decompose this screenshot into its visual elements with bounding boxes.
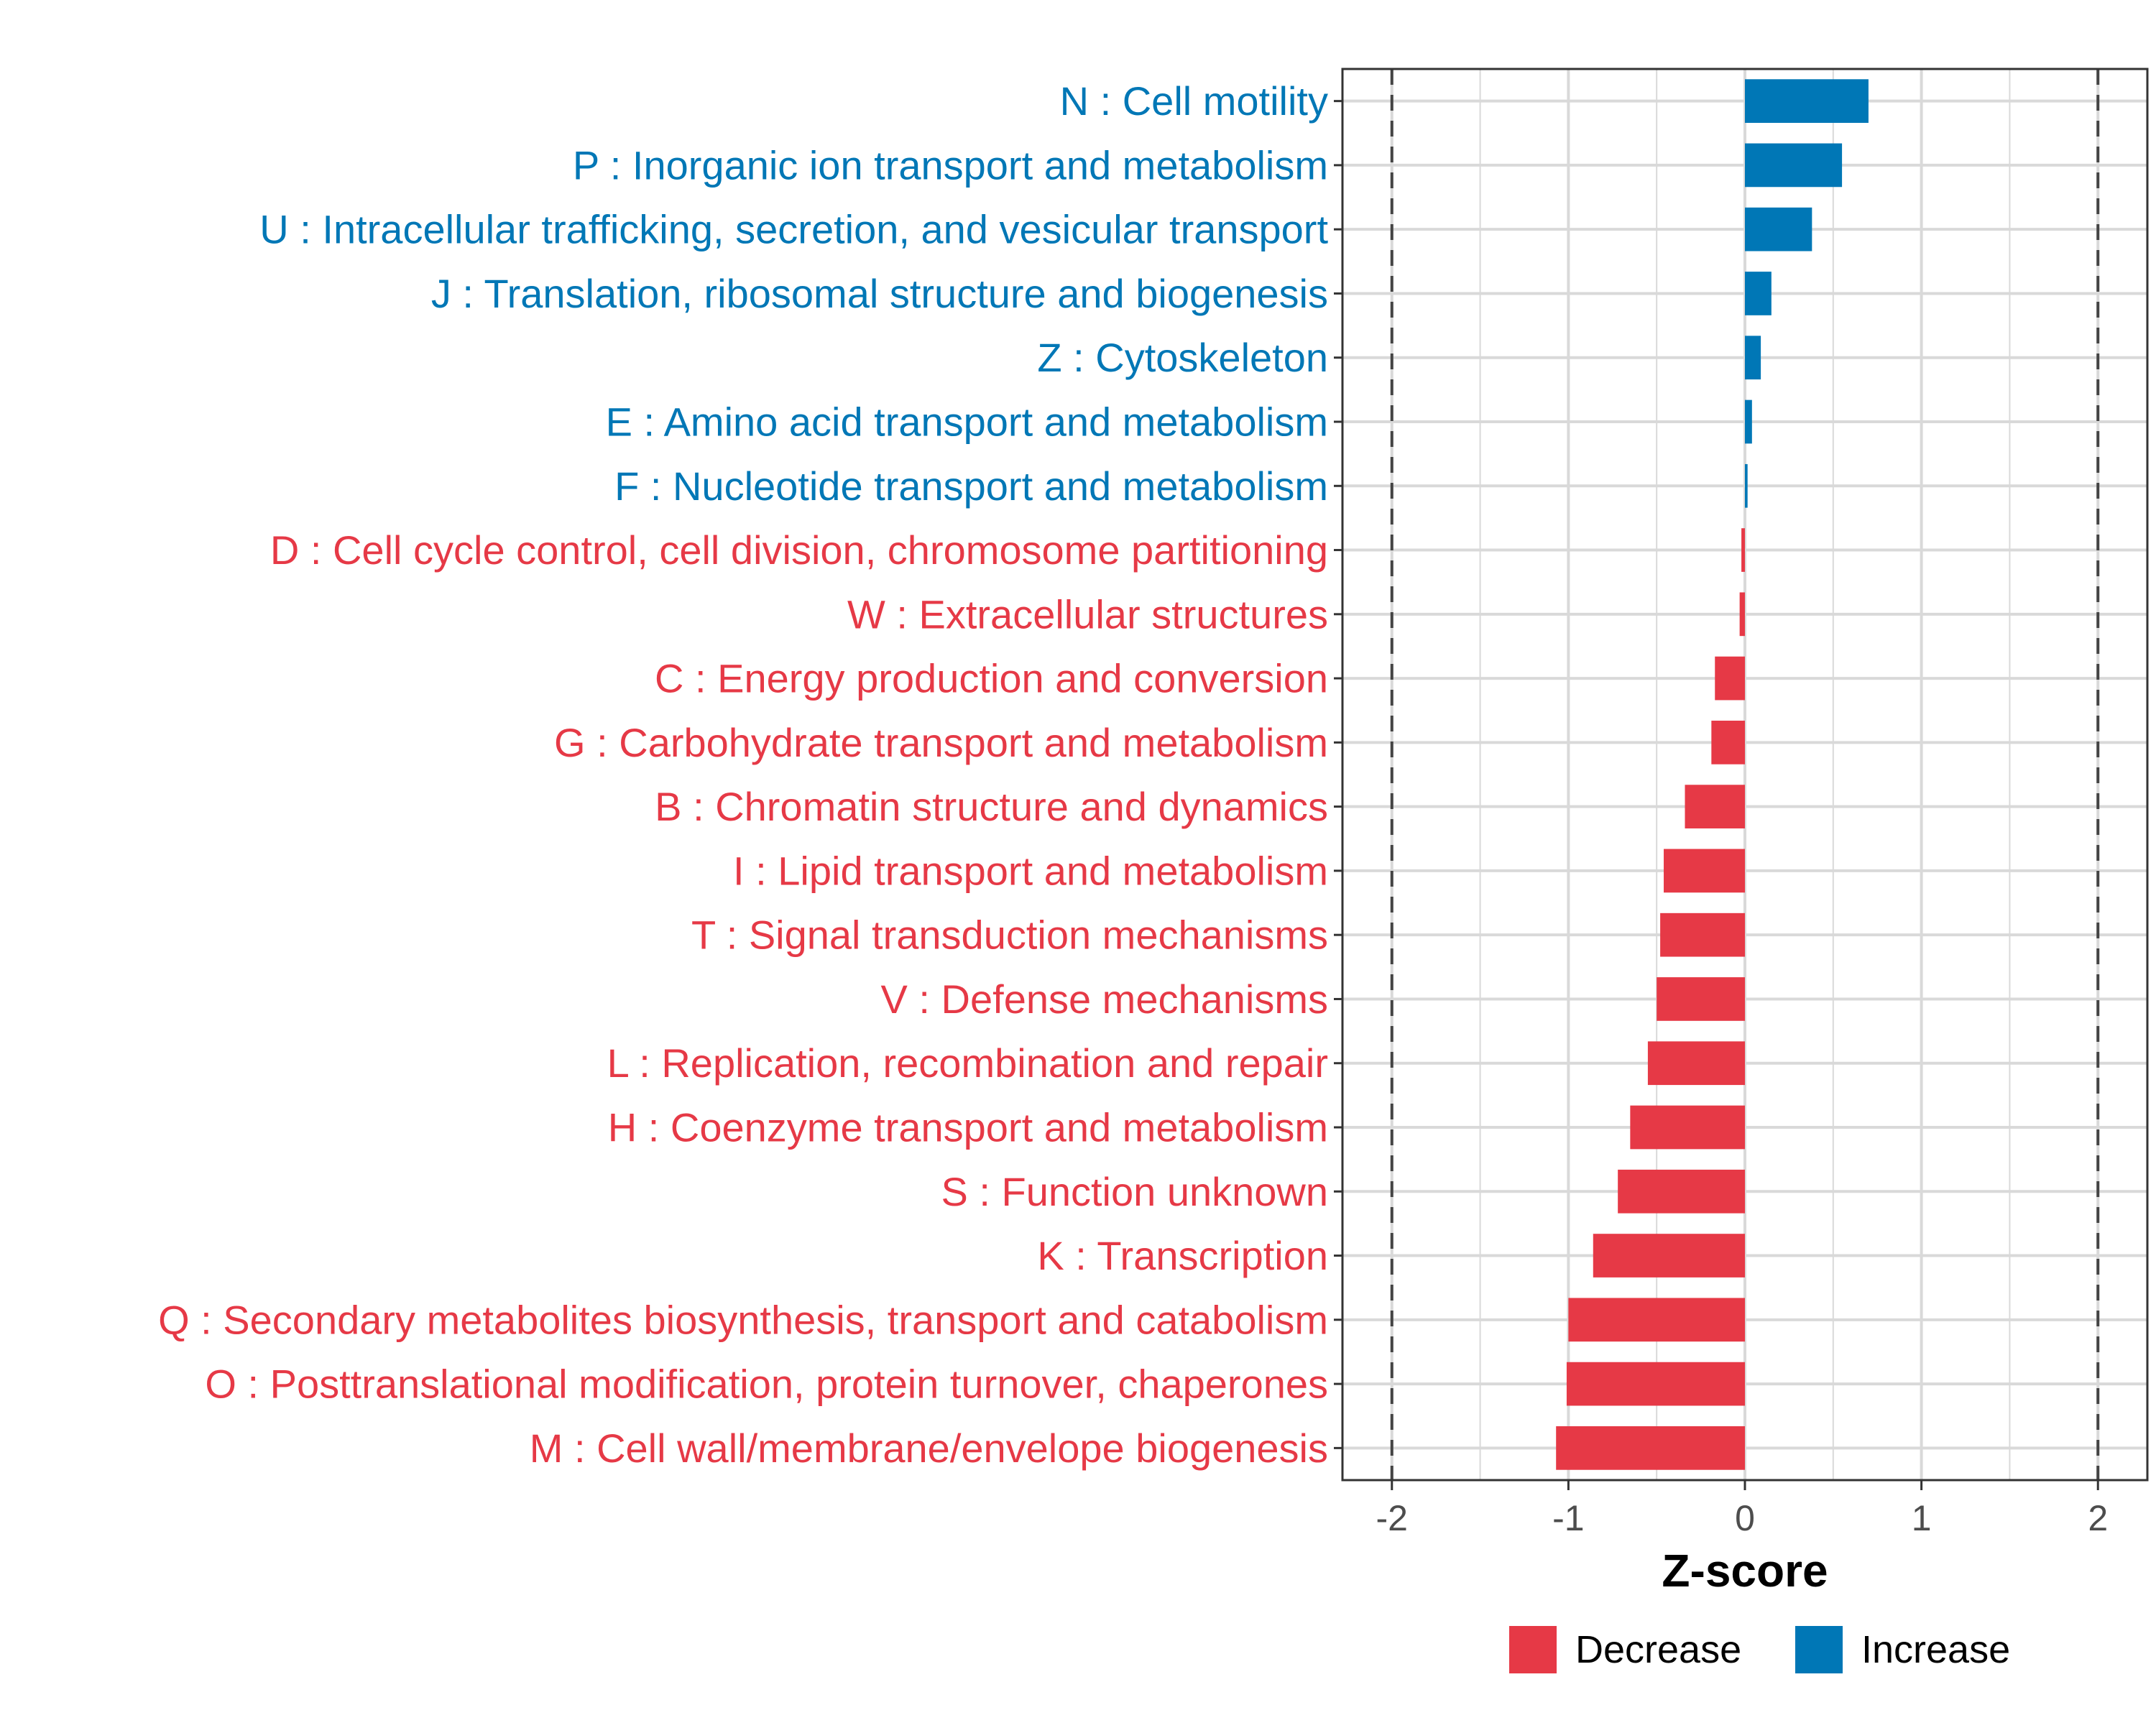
bar bbox=[1568, 1298, 1745, 1342]
reference-lines bbox=[1390, 69, 2100, 1480]
category-label: W : Extracellular structures bbox=[847, 591, 1328, 637]
bar bbox=[1657, 977, 1745, 1021]
category-labels: N : Cell motility P : Inorganic ion trans… bbox=[158, 78, 1342, 1471]
legend: Decrease Increase bbox=[1509, 1626, 2010, 1673]
x-tick-label: -1 bbox=[1552, 1498, 1584, 1538]
bar bbox=[1618, 1169, 1745, 1214]
x-axis: -2 -1 0 1 2 bbox=[1376, 1480, 2108, 1538]
category-label: I : Lipid transport and metabolism bbox=[733, 848, 1328, 893]
category-label: T : Signal transduction mechanisms bbox=[691, 912, 1328, 958]
category-label: C : Energy production and conversion bbox=[655, 656, 1328, 701]
category-label: S : Function unknown bbox=[941, 1169, 1328, 1214]
bar bbox=[1715, 656, 1745, 701]
x-tick-label: 2 bbox=[2088, 1498, 2108, 1538]
category-label: B : Chromatin structure and dynamics bbox=[655, 784, 1328, 829]
category-label: K : Transcription bbox=[1037, 1233, 1328, 1278]
bar bbox=[1556, 1426, 1745, 1470]
bar bbox=[1745, 399, 1752, 444]
category-label: N : Cell motility bbox=[1060, 78, 1328, 124]
category-label: L : Replication, recombination and repai… bbox=[607, 1040, 1328, 1086]
bar bbox=[1745, 143, 1843, 188]
category-label: E : Amino acid transport and metabolism bbox=[606, 399, 1328, 445]
category-label: V : Defense mechanisms bbox=[881, 976, 1328, 1022]
legend-swatch-increase bbox=[1795, 1626, 1843, 1673]
x-tick-label: 0 bbox=[1735, 1498, 1755, 1538]
x-tick-label: -2 bbox=[1376, 1498, 1408, 1538]
category-label: O : Posttranslational modification, prot… bbox=[205, 1362, 1328, 1407]
bar bbox=[1647, 1041, 1745, 1086]
bar bbox=[1660, 912, 1745, 957]
category-label: F : Nucleotide transport and metabolism bbox=[614, 463, 1328, 509]
bar bbox=[1739, 592, 1745, 637]
legend-label-decrease: Decrease bbox=[1575, 1628, 1741, 1671]
bar bbox=[1745, 336, 1761, 380]
bar bbox=[1741, 528, 1745, 572]
x-tick-label: 1 bbox=[1912, 1498, 1932, 1538]
bar bbox=[1745, 272, 1772, 315]
legend-swatch-decrease bbox=[1509, 1626, 1557, 1673]
bar bbox=[1745, 463, 1748, 508]
bars bbox=[1556, 79, 1869, 1470]
category-label: H : Coenzyme transport and metabolism bbox=[608, 1105, 1328, 1150]
category-label: Z : Cytoskeleton bbox=[1037, 335, 1328, 380]
bar bbox=[1664, 849, 1745, 893]
legend-label-increase: Increase bbox=[1861, 1628, 2010, 1671]
bar bbox=[1745, 207, 1812, 251]
category-label: Q : Secondary metabolites biosynthesis, … bbox=[158, 1297, 1328, 1342]
bar bbox=[1566, 1362, 1745, 1406]
category-label: P : Inorganic ion transport and metaboli… bbox=[573, 142, 1328, 188]
x-axis-title: Z-score bbox=[1662, 1545, 1828, 1597]
bar bbox=[1685, 785, 1745, 828]
category-label: M : Cell wall/membrane/envelope biogenes… bbox=[530, 1426, 1328, 1471]
category-label: G : Carbohydrate transport and metabolis… bbox=[554, 720, 1328, 765]
category-label: J : Translation, ribosomal structure and… bbox=[431, 271, 1328, 316]
bar bbox=[1630, 1105, 1745, 1150]
bar bbox=[1745, 79, 1869, 123]
category-label: U : Intracellular trafficking, secretion… bbox=[259, 207, 1328, 252]
bar bbox=[1711, 721, 1745, 764]
bar bbox=[1593, 1234, 1745, 1277]
category-label: D : Cell cycle control, cell division, c… bbox=[270, 527, 1328, 573]
